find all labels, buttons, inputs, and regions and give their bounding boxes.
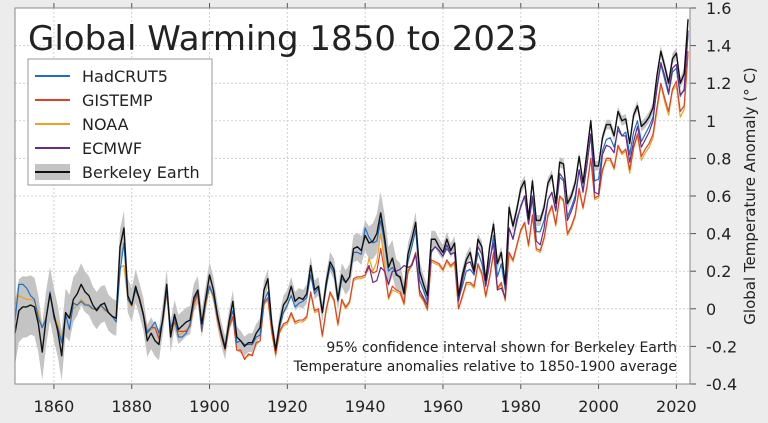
x-tick-label: 1880 bbox=[111, 397, 152, 416]
x-tick-label: 1980 bbox=[500, 397, 541, 416]
plot-frame bbox=[14, 7, 691, 385]
series-lines bbox=[14, 19, 689, 361]
x-tick-label: 2020 bbox=[656, 397, 697, 416]
annotation-baseline: Temperature anomalies relative to 1850-1… bbox=[293, 359, 677, 375]
y-tick-label: -0.4 bbox=[706, 375, 737, 394]
legend-label: Berkeley Earth bbox=[82, 163, 200, 182]
y-tick-label: -0.2 bbox=[706, 337, 737, 356]
y-tick-label: 1.2 bbox=[706, 74, 731, 93]
legend-label: ECMWF bbox=[82, 139, 142, 158]
x-tick-label: 1900 bbox=[189, 397, 230, 416]
series-line-ecmwf bbox=[364, 30, 689, 306]
y-tick-label: 0.6 bbox=[706, 187, 731, 206]
y-tick-label: 0.4 bbox=[706, 225, 731, 244]
y-tick-label: 1.6 bbox=[706, 0, 731, 18]
legend-label: NOAA bbox=[82, 115, 129, 134]
legend: HadCRUT5 GISTEMP NOAA ECMWF Berkeley Earth bbox=[27, 58, 213, 186]
legend-label: HadCRUT5 bbox=[82, 67, 168, 86]
x-tick-label: 2000 bbox=[578, 397, 619, 416]
y-tick-label: 0.2 bbox=[706, 262, 731, 281]
y-tick-label: 0 bbox=[706, 300, 716, 319]
y-axis-label: Global Temperature Anomaly (° C) bbox=[741, 67, 759, 324]
axes: 1860 1880 1900 1920 1940 1960 1980 2000 2020 -0.4… bbox=[14, 0, 737, 416]
chart-title: Global Warming 1850 to 2023 bbox=[28, 19, 538, 59]
y-tick-label: 0.8 bbox=[706, 149, 731, 168]
y-tick-label: 1.4 bbox=[706, 37, 731, 56]
annotation-confidence: 95% confidence interval shown for Berkel… bbox=[326, 340, 677, 356]
x-tick-label: 1860 bbox=[34, 397, 75, 416]
x-tick-label: 1920 bbox=[267, 397, 308, 416]
x-tick-label: 1940 bbox=[345, 397, 386, 416]
series-line-berkeley-earth bbox=[14, 19, 689, 357]
y-tick-label: 1 bbox=[706, 112, 716, 131]
x-tick-label: 1960 bbox=[423, 397, 464, 416]
legend-label: GISTEMP bbox=[82, 91, 153, 110]
